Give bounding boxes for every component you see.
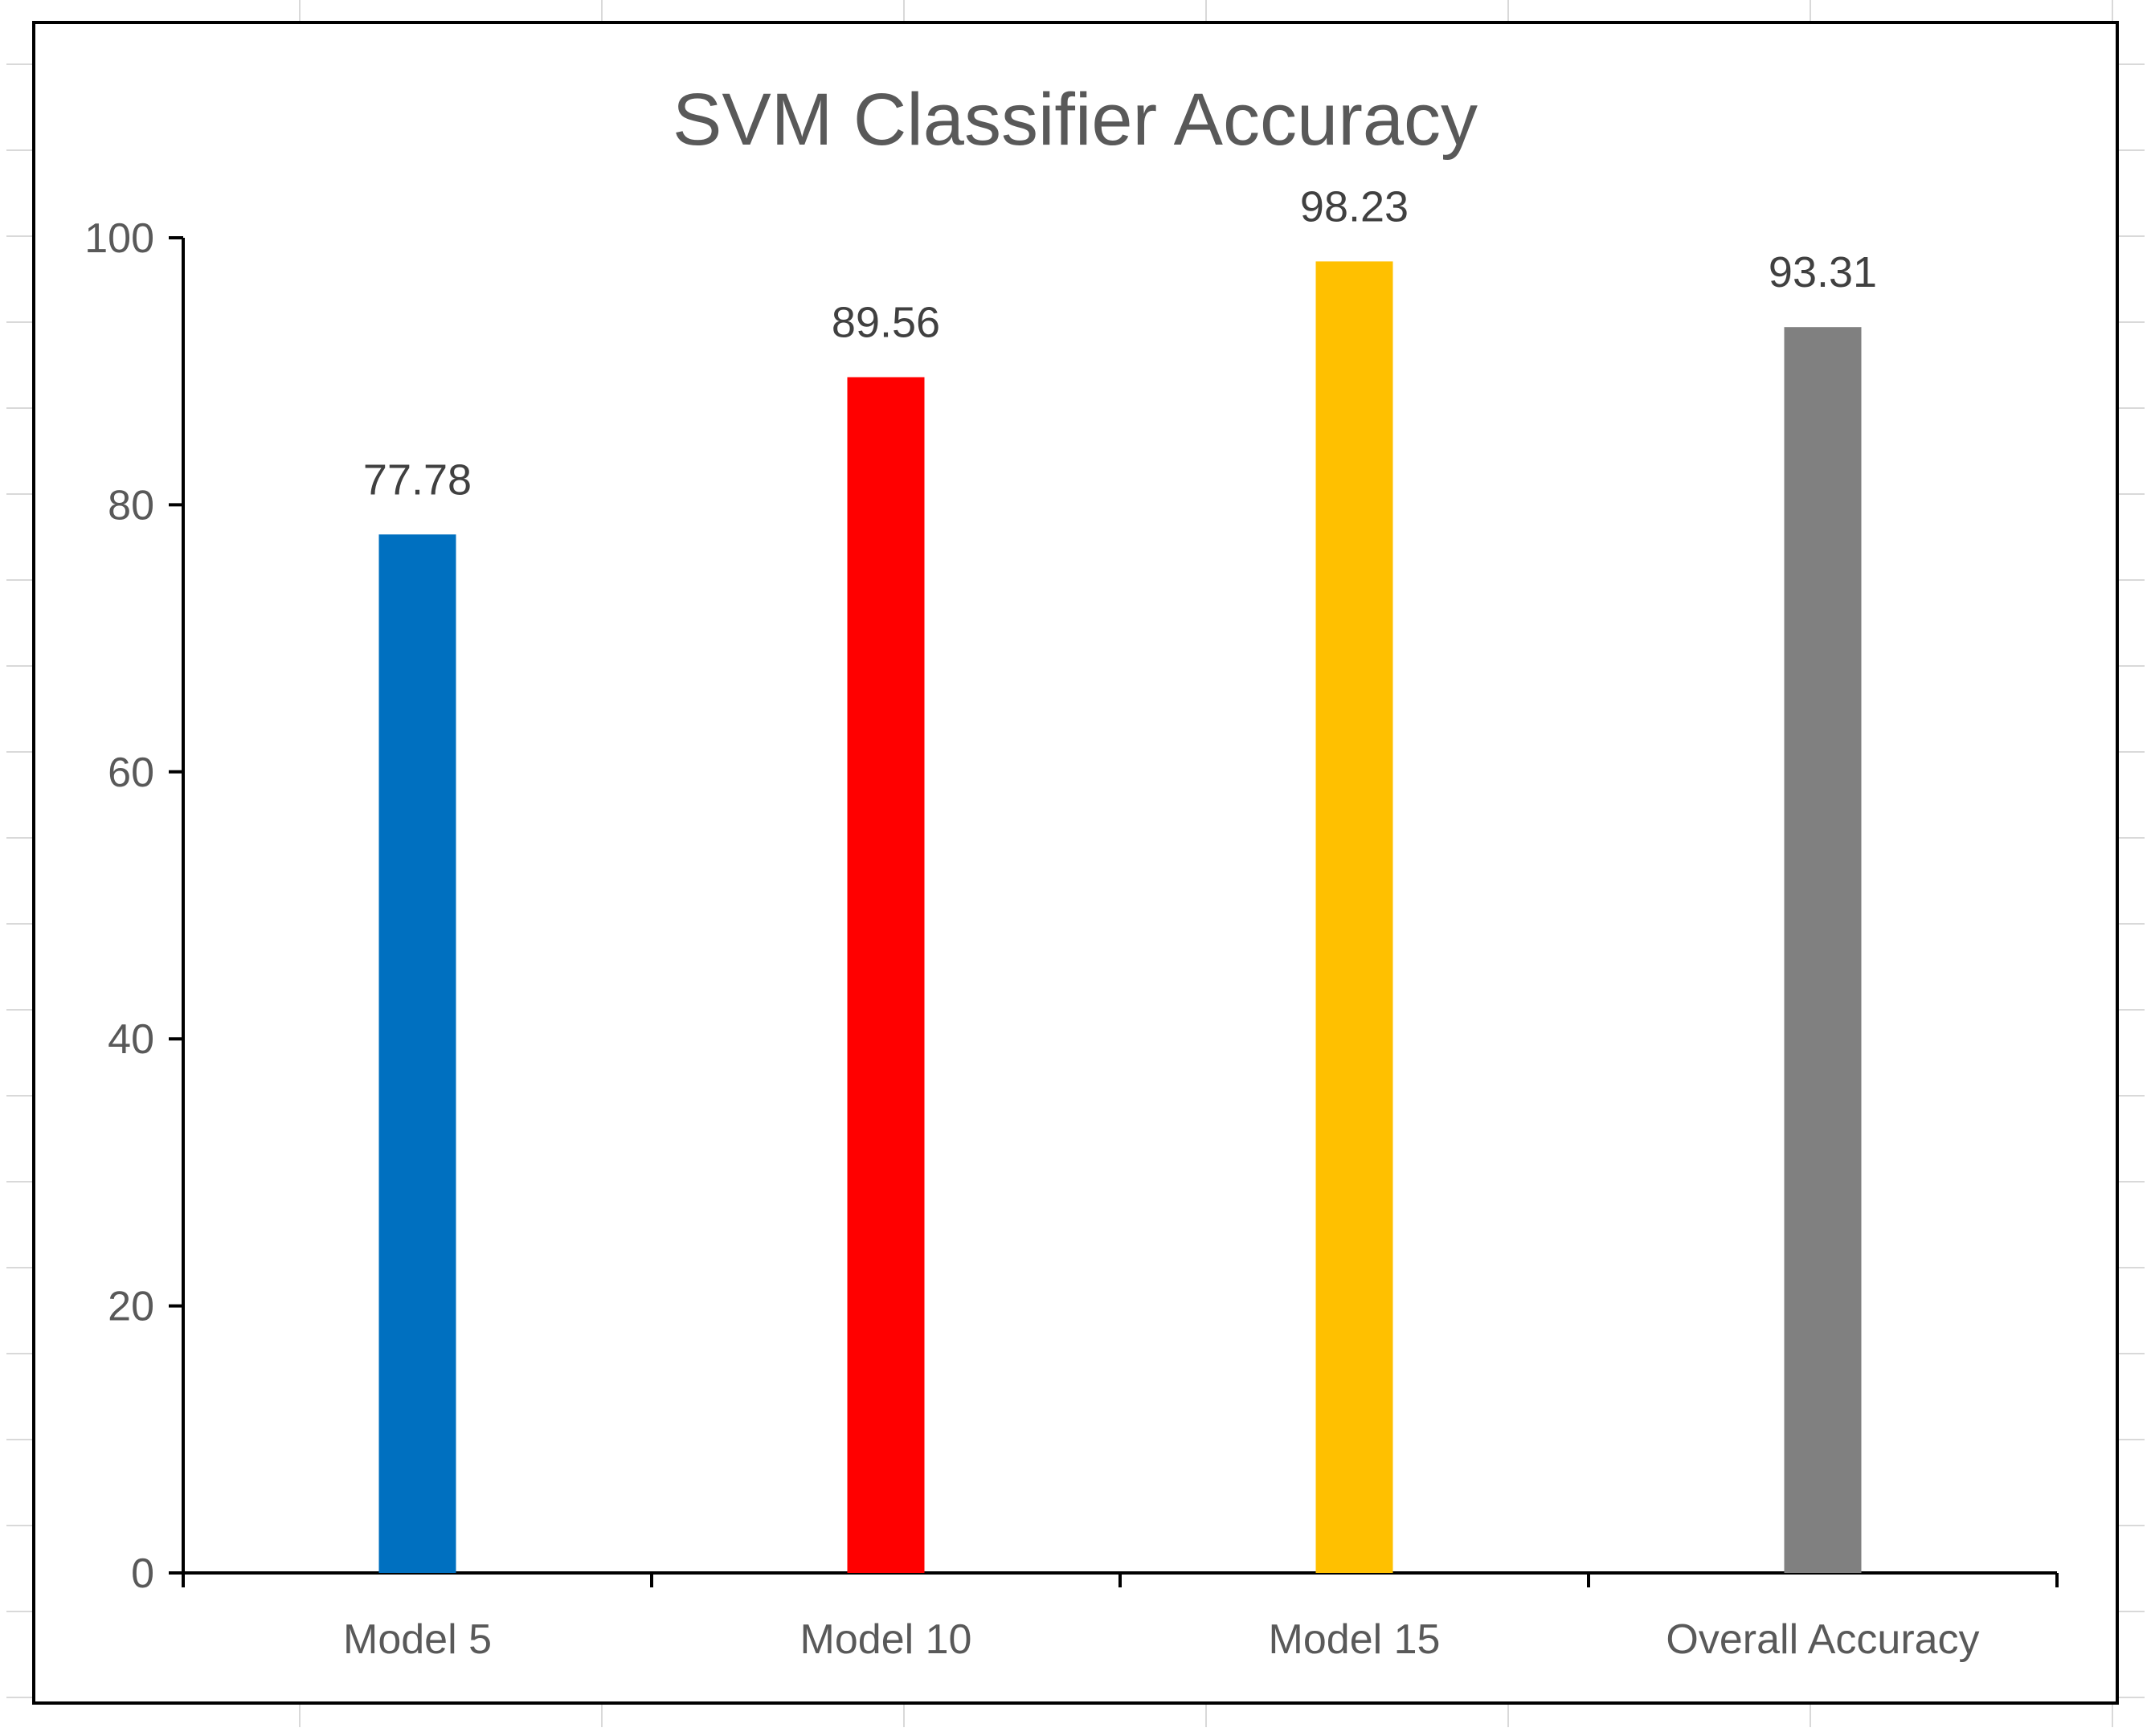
bar [847,377,925,1573]
data-label: 98.23 [1300,182,1409,231]
x-tick-label: Overall Accuracy [1666,1616,1979,1663]
chart-title: SVM Classifier Accuracy [673,79,1478,161]
x-tick-label: Model 5 [343,1616,492,1663]
data-label: 77.78 [363,455,472,504]
x-tick-label: Model 15 [1269,1616,1441,1663]
bar [1315,261,1393,1574]
bar [378,534,456,1573]
y-axis: 0 20 40 60 80 100 [84,215,185,1597]
outer-frame-ticks [6,0,2145,1727]
y-tick-label: 60 [108,750,154,796]
data-label: 93.31 [1769,248,1877,296]
data-label: 89.56 [832,299,940,347]
data-labels: 77.78 89.56 98.23 93.31 [363,182,1877,504]
bar [1784,327,1862,1574]
bar-series [378,261,1862,1574]
y-tick-label: 80 [108,482,154,529]
y-tick-label: 40 [108,1016,154,1063]
x-axis: Model 5 Model 10 Model 15 Overall Accuracy [182,1571,2059,1663]
y-tick-label: 0 [131,1550,154,1597]
x-tick-label: Model 10 [800,1616,972,1663]
y-tick-label: 20 [108,1284,154,1330]
y-tick-label: 100 [84,215,154,262]
